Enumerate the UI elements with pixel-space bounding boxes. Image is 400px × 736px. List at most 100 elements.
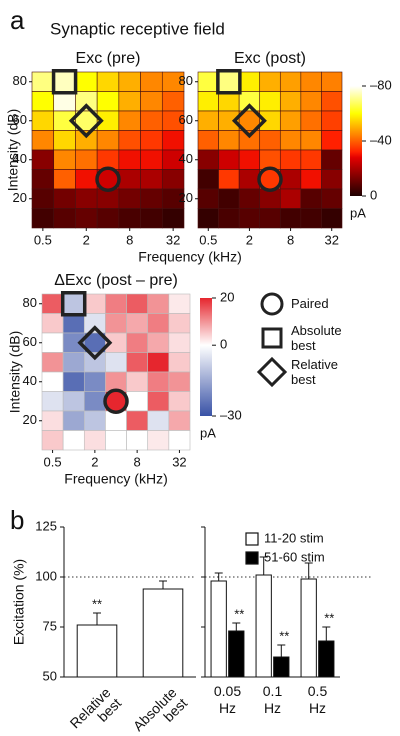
heatmap-cell (321, 110, 343, 131)
heatmap-cell (147, 391, 170, 412)
bar (255, 574, 272, 678)
heatmap-cell (31, 208, 55, 229)
heatmap-cell (321, 71, 343, 92)
heatmap-cell (147, 371, 170, 392)
heatmap-cell (147, 313, 170, 334)
x-tick-label: 2 (246, 232, 253, 247)
colorbar-unit: pA (200, 425, 216, 440)
colorbar-tick-label: –80 (370, 77, 392, 92)
heatmap-cell (126, 332, 149, 353)
y-tick-label: 80 (23, 295, 37, 310)
heatmap-cell (118, 149, 141, 170)
absolute-best-marker (51, 69, 78, 95)
significance: ** (324, 610, 334, 625)
heatmap-cell (218, 149, 240, 170)
heatmap-cell (118, 188, 141, 209)
x-axis-label: Frequency (kHz) (138, 249, 241, 265)
y-axis-label: Intensity (dB) (5, 109, 21, 191)
heatmap-cell (53, 169, 76, 190)
heatmap-cell (300, 130, 322, 151)
heatmap-cell (168, 371, 191, 392)
colorbar-tick-label: 0 (220, 337, 227, 352)
heatmap-cell (126, 313, 149, 334)
heatmap-cell (31, 188, 55, 209)
bar (210, 580, 227, 678)
significance: ** (279, 628, 289, 643)
heatmap-cell (105, 352, 127, 373)
heatmap-cell (259, 208, 281, 229)
x-tick-label: 32 (166, 232, 180, 247)
colorbar-tick-label: –40 (370, 132, 392, 147)
heatmap-cell (75, 149, 98, 170)
heatmap-cell (62, 430, 85, 451)
heatmap-cell (96, 91, 120, 112)
absolute-best-marker (60, 291, 87, 317)
heatmap-cell (161, 130, 185, 151)
y-tick-label: 80 (13, 73, 27, 88)
heatmap-cell (168, 293, 191, 314)
x-tick-label: 8 (287, 232, 294, 247)
heatmap-cell (238, 208, 261, 229)
x-tick-label: 2 (83, 232, 90, 247)
panel-label: a (10, 5, 25, 35)
colorbar-tick-label: –30 (220, 407, 242, 422)
heatmap-cell (41, 391, 64, 412)
heatmap-cell (218, 208, 240, 229)
heatmap-cell (300, 149, 322, 170)
heatmap-cell (321, 149, 343, 170)
heatmap-cell (31, 71, 55, 92)
heatmap-cell (147, 332, 170, 353)
y-tick-label: 20 (179, 190, 193, 205)
heatmap-cell (218, 130, 240, 151)
x-tick-label: 0.05 Hz (213, 683, 242, 716)
heatmap-cell (218, 71, 240, 92)
y-axis-label: Excitation (%) (11, 559, 27, 645)
heatmap-cell (168, 391, 191, 412)
chart-title: ΔExc (post – pre) (54, 272, 178, 289)
heatmap-cell (31, 169, 55, 190)
heatmap-cell (147, 352, 170, 373)
heatmap-cell (126, 293, 149, 314)
heatmap-cell (140, 169, 163, 190)
heatmap-cell (62, 352, 85, 373)
paired-marker (257, 166, 283, 192)
heatmap-cell (279, 149, 302, 170)
colorbar-tick-label: 0 (370, 187, 377, 202)
heatmap-cell (218, 188, 240, 209)
y-tick-label: 100 (35, 568, 57, 583)
colorbar-tick-label: 20 (220, 289, 234, 304)
x-tick-label: 32 (172, 454, 186, 469)
x-tick-label: 0.5 Hz (307, 683, 328, 716)
y-tick-label: 20 (23, 412, 37, 427)
heatmap-cell (83, 410, 106, 431)
heatmap-cell (140, 149, 163, 170)
heatmap-cell (321, 208, 343, 229)
heatmap-cell (96, 208, 120, 229)
legend-swatch (245, 551, 259, 565)
heatmap-cell (83, 371, 106, 392)
heatmap-cell (147, 410, 170, 431)
heatmap-cell (75, 208, 98, 229)
y-tick-label: 50 (43, 668, 57, 683)
y-tick-label: 40 (13, 151, 27, 166)
heatmap-cell (300, 188, 322, 209)
x-tick-label: 32 (324, 232, 338, 247)
legend-label: Relative best (291, 357, 338, 387)
heatmap-cell (140, 91, 163, 112)
heatmap-cell (259, 130, 281, 151)
heatmap-cell (279, 208, 302, 229)
heatmap-cell (238, 71, 261, 92)
heatmap-cell (41, 371, 64, 392)
heatmap-cell (118, 110, 141, 131)
relative-best-marker (77, 325, 113, 361)
legend-symbol (261, 327, 283, 349)
heatmap-cell (96, 71, 120, 92)
heatmap-cell (168, 313, 191, 334)
heatmap-cell (31, 130, 55, 151)
heatmap-cell (75, 188, 98, 209)
heatmap-cell (140, 130, 163, 151)
y-tick-label: 60 (13, 112, 27, 127)
heatmap-cell (126, 391, 149, 412)
heatmap-cell (168, 410, 191, 431)
y-tick-label: 125 (35, 518, 57, 533)
